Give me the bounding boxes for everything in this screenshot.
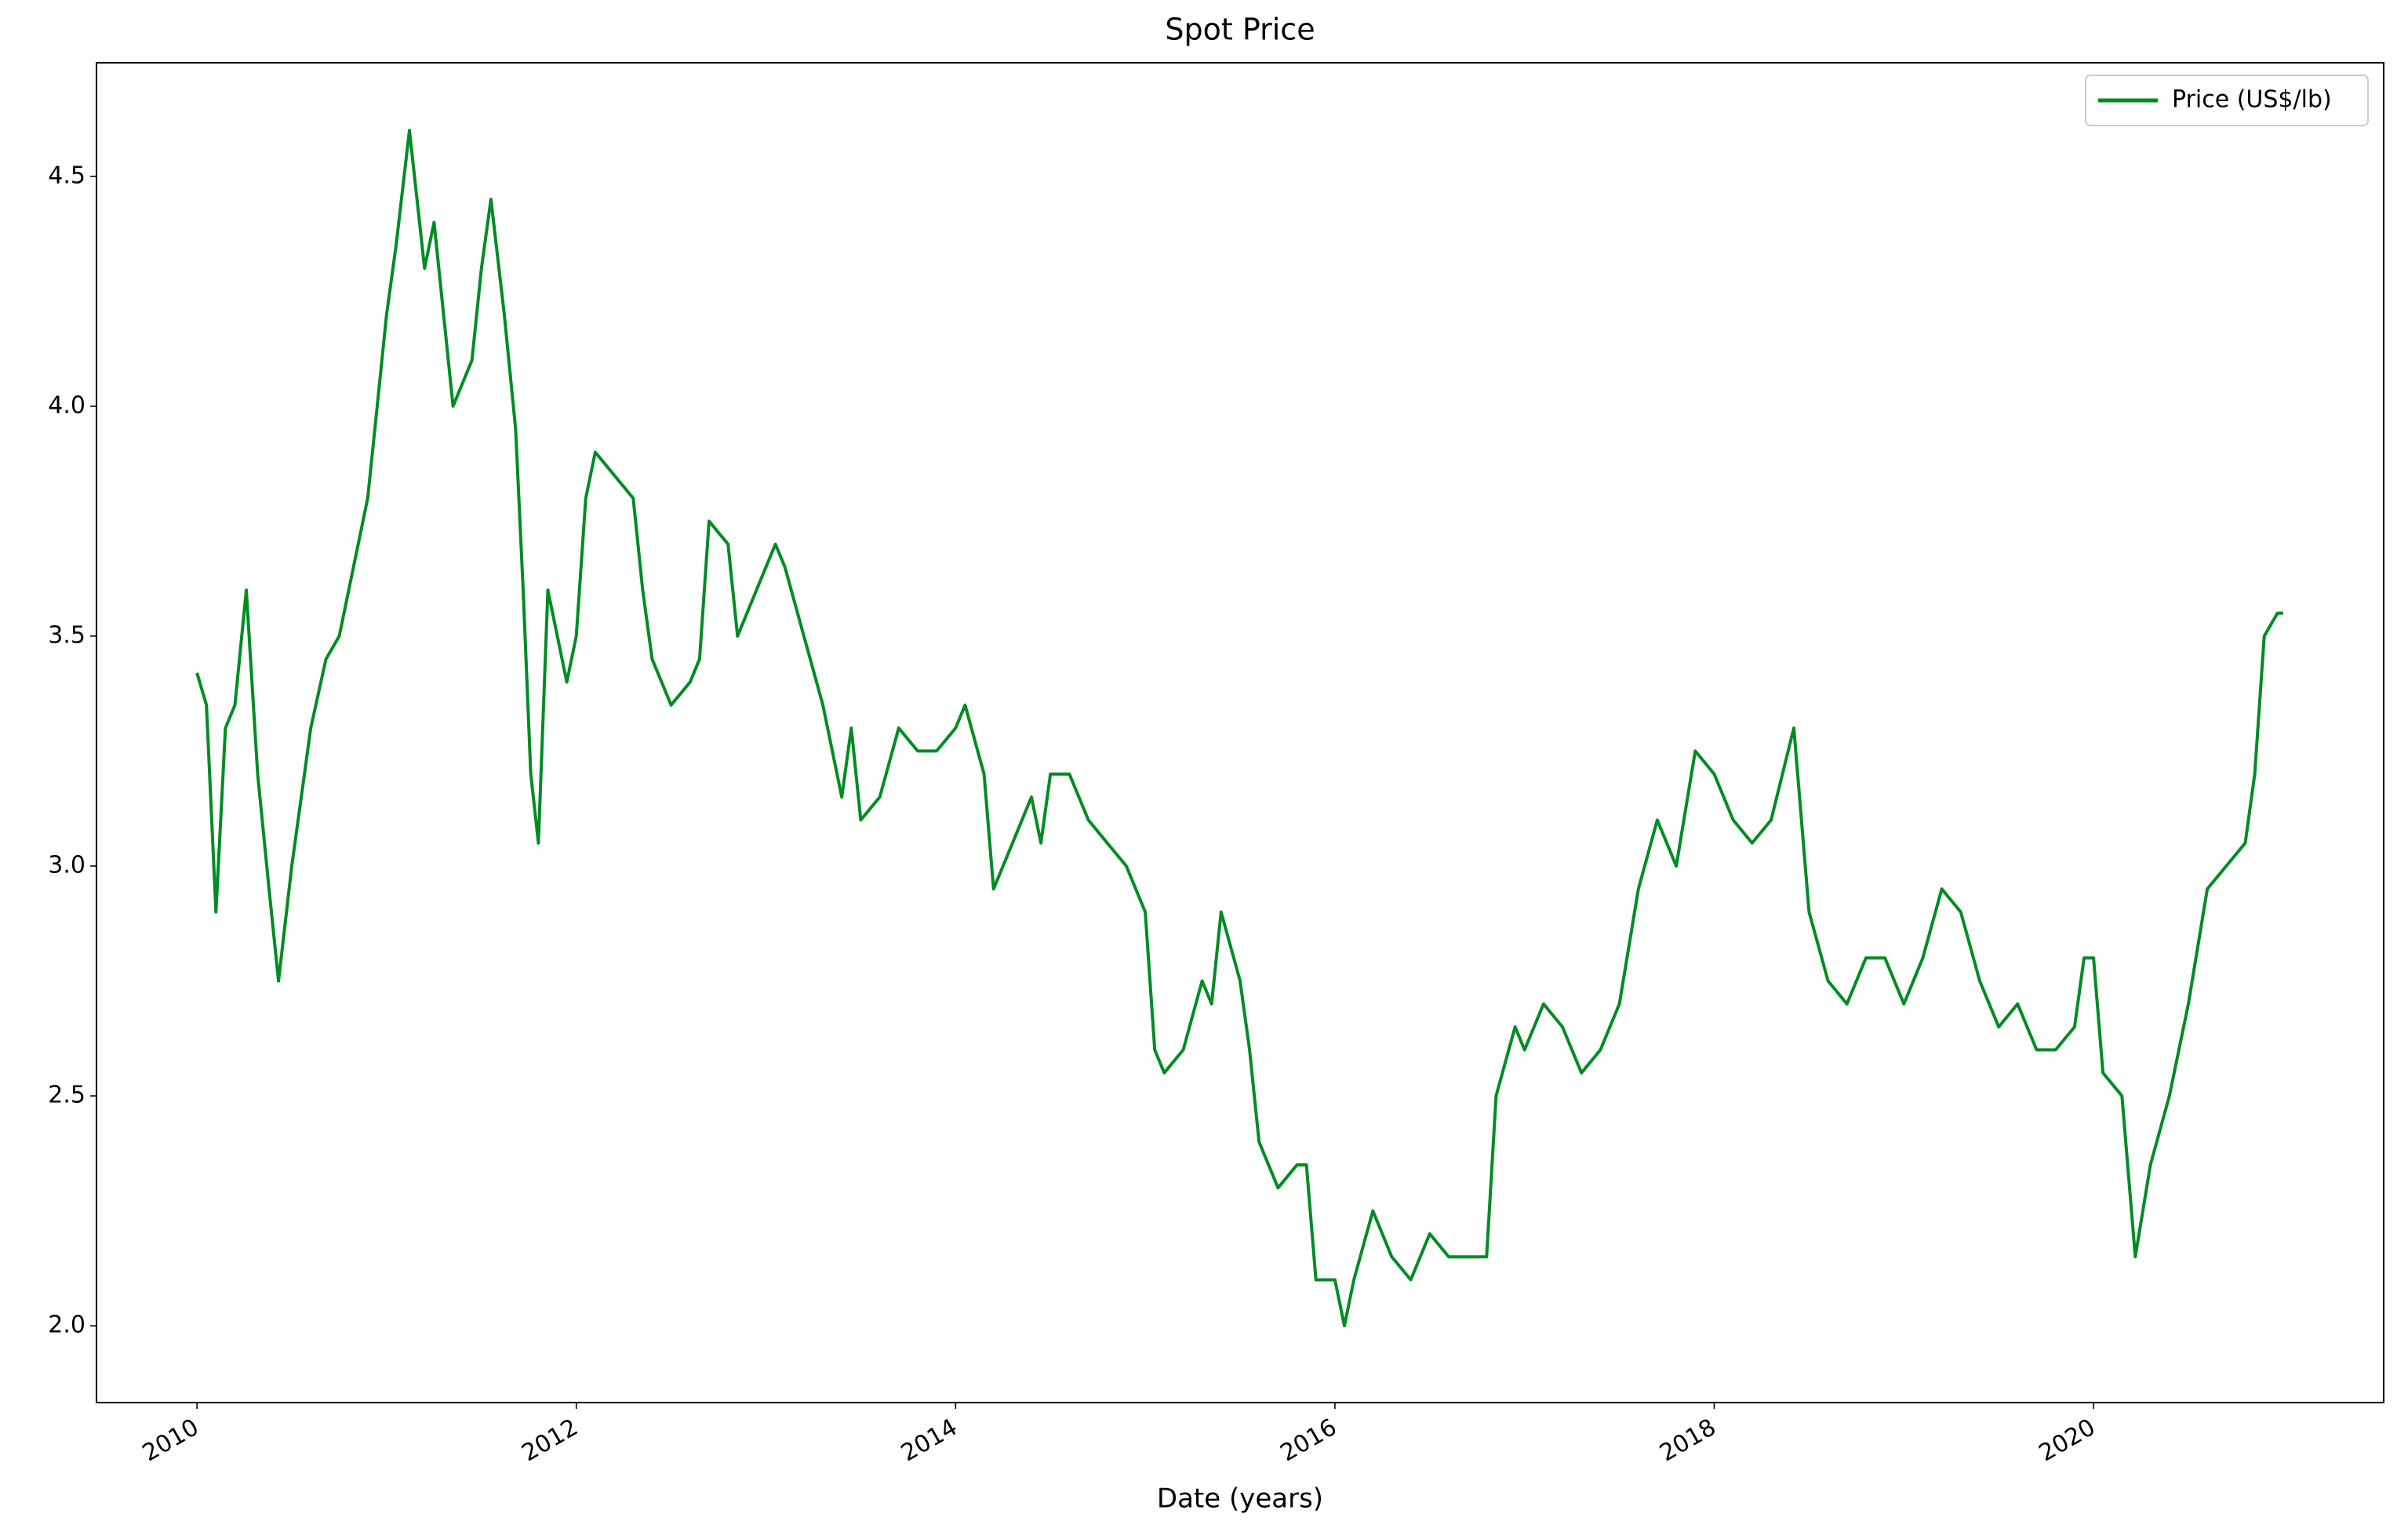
x-axis-label: Date (years) — [1157, 1483, 1323, 1515]
y-tick-label: 4.0 — [48, 391, 85, 419]
legend-box — [2085, 75, 2369, 126]
y-tick-label: 4.5 — [48, 162, 85, 189]
y-tick-label: 3.0 — [48, 851, 85, 879]
legend-label: Price (US$/lb) — [2172, 86, 2332, 114]
plot-frame — [96, 62, 2384, 1403]
price-line — [195, 129, 2283, 1328]
y-tick-label: 2.0 — [48, 1312, 85, 1339]
y-tick-label: 2.5 — [48, 1082, 85, 1109]
chart-title: Spot Price — [1165, 13, 1315, 47]
y-tick-label: 3.5 — [48, 621, 85, 649]
